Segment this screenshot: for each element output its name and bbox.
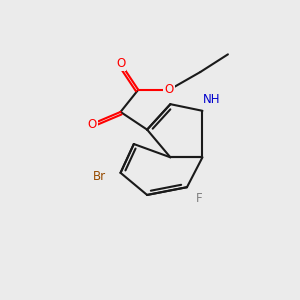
Text: NH: NH	[203, 93, 220, 106]
Text: Br: Br	[93, 170, 106, 183]
Text: F: F	[196, 192, 202, 205]
Text: O: O	[116, 57, 125, 70]
Text: O: O	[87, 118, 96, 130]
Text: O: O	[165, 83, 174, 96]
